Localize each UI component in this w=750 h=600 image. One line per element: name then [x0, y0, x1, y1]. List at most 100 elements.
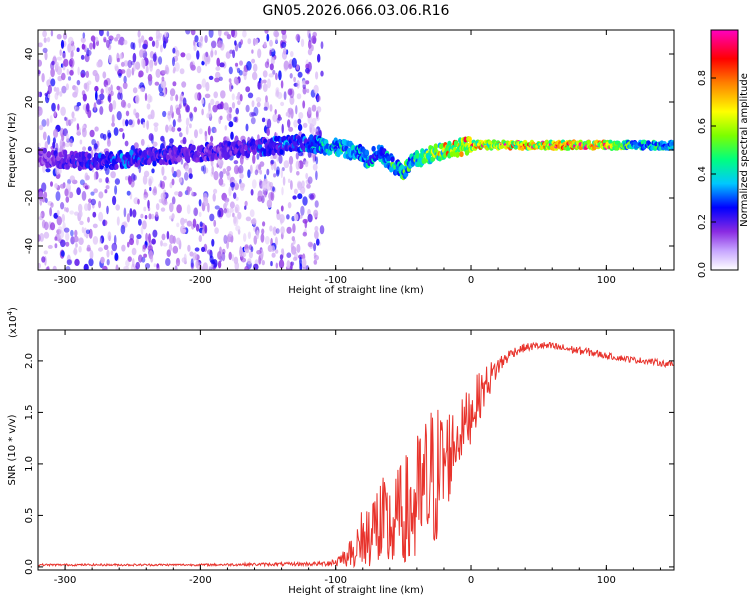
heatmap-noise-cell: [275, 36, 278, 44]
heatmap-noise-cell: [96, 61, 102, 68]
heatmap-noise-cell: [273, 161, 277, 171]
heatmap-noise-cell: [64, 116, 67, 121]
heatmap-noise-cell: [99, 106, 104, 115]
heatmap-noise-cell: [120, 61, 125, 67]
heatmap-noise-cell: [135, 61, 141, 70]
heatmap-noise-cell: [314, 225, 319, 232]
heatmap-noise-cell: [172, 245, 179, 254]
heatmap-noise-cell: [278, 259, 285, 269]
heatmap-noise-cell: [293, 119, 298, 128]
heatmap-noise-cell: [312, 31, 318, 38]
heatmap-noise-cell: [286, 226, 292, 234]
heatmap-noise-cell: [280, 226, 285, 235]
heatmap-noise-cell: [58, 229, 65, 239]
heatmap-noise-cell: [315, 170, 318, 181]
heatmap-noise-cell: [79, 139, 83, 145]
heatmap-noise-cell: [171, 178, 175, 186]
heatmap-noise-cell: [162, 242, 168, 247]
heatmap-noise-cell: [115, 204, 120, 211]
heatmap-noise-cell: [275, 228, 280, 234]
heatmap-noise-cell: [222, 168, 227, 175]
heatmap-ridge-cell: [114, 163, 119, 170]
heatmap-noise-cell: [92, 40, 96, 50]
heatmap-noise-cell: [171, 166, 175, 174]
heatmap-noise-cell: [63, 58, 69, 67]
heatmap-noise-cell: [215, 71, 221, 79]
heatmap-noise-cell: [191, 190, 194, 197]
heatmap-noise-cell: [313, 259, 318, 265]
heatmap-noise-cell: [247, 38, 252, 45]
heatmap-noise-cell: [45, 168, 51, 173]
colorbar-ticks: 0.0 0.2 0.4 0.6 0.8: [697, 70, 716, 278]
heatmap-noise-cell: [294, 252, 298, 261]
heatmap-noise-cell: [50, 181, 53, 187]
heatmap-noise-cell: [152, 229, 158, 238]
heatmap-noise-cell: [151, 168, 155, 174]
heatmap-noise-cell: [226, 207, 229, 214]
heatmap-noise-cell: [56, 216, 62, 226]
heatmap-noise-cell: [239, 94, 243, 102]
heatmap-noise-cell: [291, 57, 297, 68]
heatmap-noise-cell: [106, 259, 110, 266]
heatmap-noise-cell: [60, 202, 65, 210]
heatmap-x-axis-label: Height of straight line (km): [288, 285, 424, 296]
heatmap-noise-cell: [85, 232, 89, 239]
heatmap-noise-cell: [262, 70, 268, 78]
heatmap-noise-cell: [175, 257, 181, 267]
heatmap-noise-cell: [274, 109, 277, 115]
heatmap-noise-cell: [69, 59, 74, 65]
heatmap-noise-cell: [132, 209, 137, 218]
heatmap-noise-cell: [297, 193, 303, 200]
heatmap-noise-cell: [201, 98, 205, 105]
heatmap-noise-cell: [43, 231, 50, 239]
heatmap-noise-cell: [94, 71, 98, 78]
heatmap-noise-cell: [287, 202, 292, 209]
heatmap-noise-cell: [56, 87, 60, 96]
heatmap-noise-cell: [290, 242, 294, 250]
snr-y-axis-label: SNR (10 * v/v): [7, 414, 18, 485]
heatmap-noise-cell: [93, 102, 97, 112]
heatmap-noise-cell: [183, 253, 187, 262]
heatmap-noise-cell: [56, 56, 63, 61]
heatmap-noise-cell: [186, 204, 191, 215]
colorbar: 0.0 0.2 0.4 0.6 0.8 Normalized spectral ampl…: [697, 29, 750, 278]
heatmap-noise-cell: [262, 221, 266, 227]
heatmap-noise-cell: [215, 66, 221, 71]
heatmap-noise-cell: [154, 81, 160, 86]
heatmap-noise-cell: [286, 252, 292, 258]
heatmap-noise-cell: [190, 64, 196, 71]
heatmap-noise-cell: [262, 79, 267, 84]
heatmap-noise-cell: [62, 52, 66, 59]
heatmap-noise-cell: [313, 209, 319, 218]
heatmap-noise-cell: [135, 261, 140, 270]
x-tick-label: 0: [468, 575, 474, 586]
heatmap-noise-cell: [280, 168, 283, 179]
heatmap-noise-cell: [293, 213, 299, 222]
heatmap-noise-cell: [279, 254, 284, 260]
heatmap-noise-cell: [270, 57, 275, 65]
heatmap-noise-cell: [290, 261, 293, 270]
heatmap-noise-cell: [148, 133, 154, 141]
heatmap-noise-cell: [207, 108, 212, 118]
heatmap-noise-cell: [85, 70, 90, 78]
heatmap-noise-cell: [292, 223, 296, 234]
heatmap-noise-cell: [315, 156, 319, 165]
heatmap-noise-cell: [223, 31, 229, 36]
heatmap-noise-cell: [248, 250, 253, 259]
heatmap-noise-cell: [69, 210, 74, 215]
heatmap-noise-cell: [114, 252, 119, 261]
heatmap-noise-cell: [127, 256, 132, 262]
heatmap-noise-cell: [247, 169, 251, 179]
heatmap-noise-cell: [155, 211, 159, 218]
heatmap-noise-cell: [85, 184, 90, 190]
heatmap-noise-cell: [256, 97, 262, 103]
heatmap-noise-cell: [44, 141, 48, 150]
heatmap-noise-cell: [172, 68, 176, 74]
heatmap-ridge-cell: [191, 144, 196, 151]
heatmap-noise-cell: [61, 72, 66, 81]
heatmap-noise-cell: [100, 235, 105, 244]
heatmap-noise-cell: [103, 244, 109, 250]
heatmap-noise-cell: [287, 178, 291, 183]
heatmap-noise-cell: [219, 62, 225, 68]
heatmap-noise-cell: [113, 234, 117, 245]
